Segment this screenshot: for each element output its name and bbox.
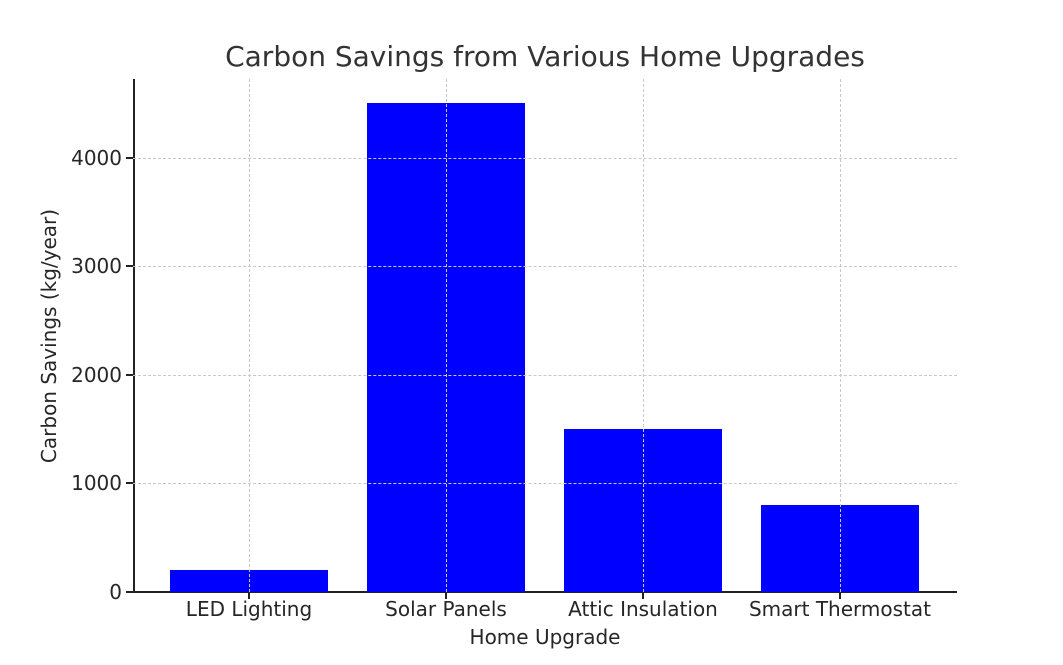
bar-attic-insulation (564, 429, 722, 592)
x-tick-mark (839, 592, 841, 599)
bar-smart-thermostat (761, 505, 919, 592)
y-gridline (133, 483, 957, 485)
x-tick-mark (445, 592, 447, 599)
bar-solar-panels (367, 103, 525, 592)
x-tick-label: Smart Thermostat (748, 597, 931, 621)
chart-title: Carbon Savings from Various Home Upgrade… (225, 40, 865, 73)
y-tick-mark (126, 265, 133, 268)
y-tick-label: 3000 (71, 254, 122, 279)
y-axis-label: Carbon Savings (kg/year) (37, 208, 61, 464)
plot-area: 0 1000 2000 3000 4000 LED Lighting Solar Panel… (71, 79, 957, 621)
y-tick-mark (126, 156, 133, 159)
y-tick-mark (126, 591, 133, 593)
x-tick-mark (248, 592, 250, 599)
x-tick-label: LED Lighting (185, 597, 313, 621)
y-tick-mark (126, 482, 133, 485)
x-tick-label: Attic Insulation (568, 597, 718, 621)
y-axis-line (133, 79, 135, 593)
bar-led-lighting (170, 570, 328, 592)
y-gridline (133, 157, 957, 159)
x-axis-line (133, 591, 957, 593)
y-tick-label: 0 (109, 580, 122, 604)
x-axis-label: Home Upgrade (469, 625, 621, 649)
x-gridline (249, 79, 250, 592)
y-gridline (133, 266, 957, 268)
y-tick-label: 1000 (71, 471, 122, 496)
x-tick-mark (642, 592, 644, 599)
y-tick-label: 4000 (71, 145, 122, 170)
y-tick-mark (126, 373, 133, 376)
y-tick-label: 2000 (71, 362, 122, 387)
y-gridline (133, 374, 957, 376)
x-tick-label: Solar Panels (385, 597, 507, 621)
